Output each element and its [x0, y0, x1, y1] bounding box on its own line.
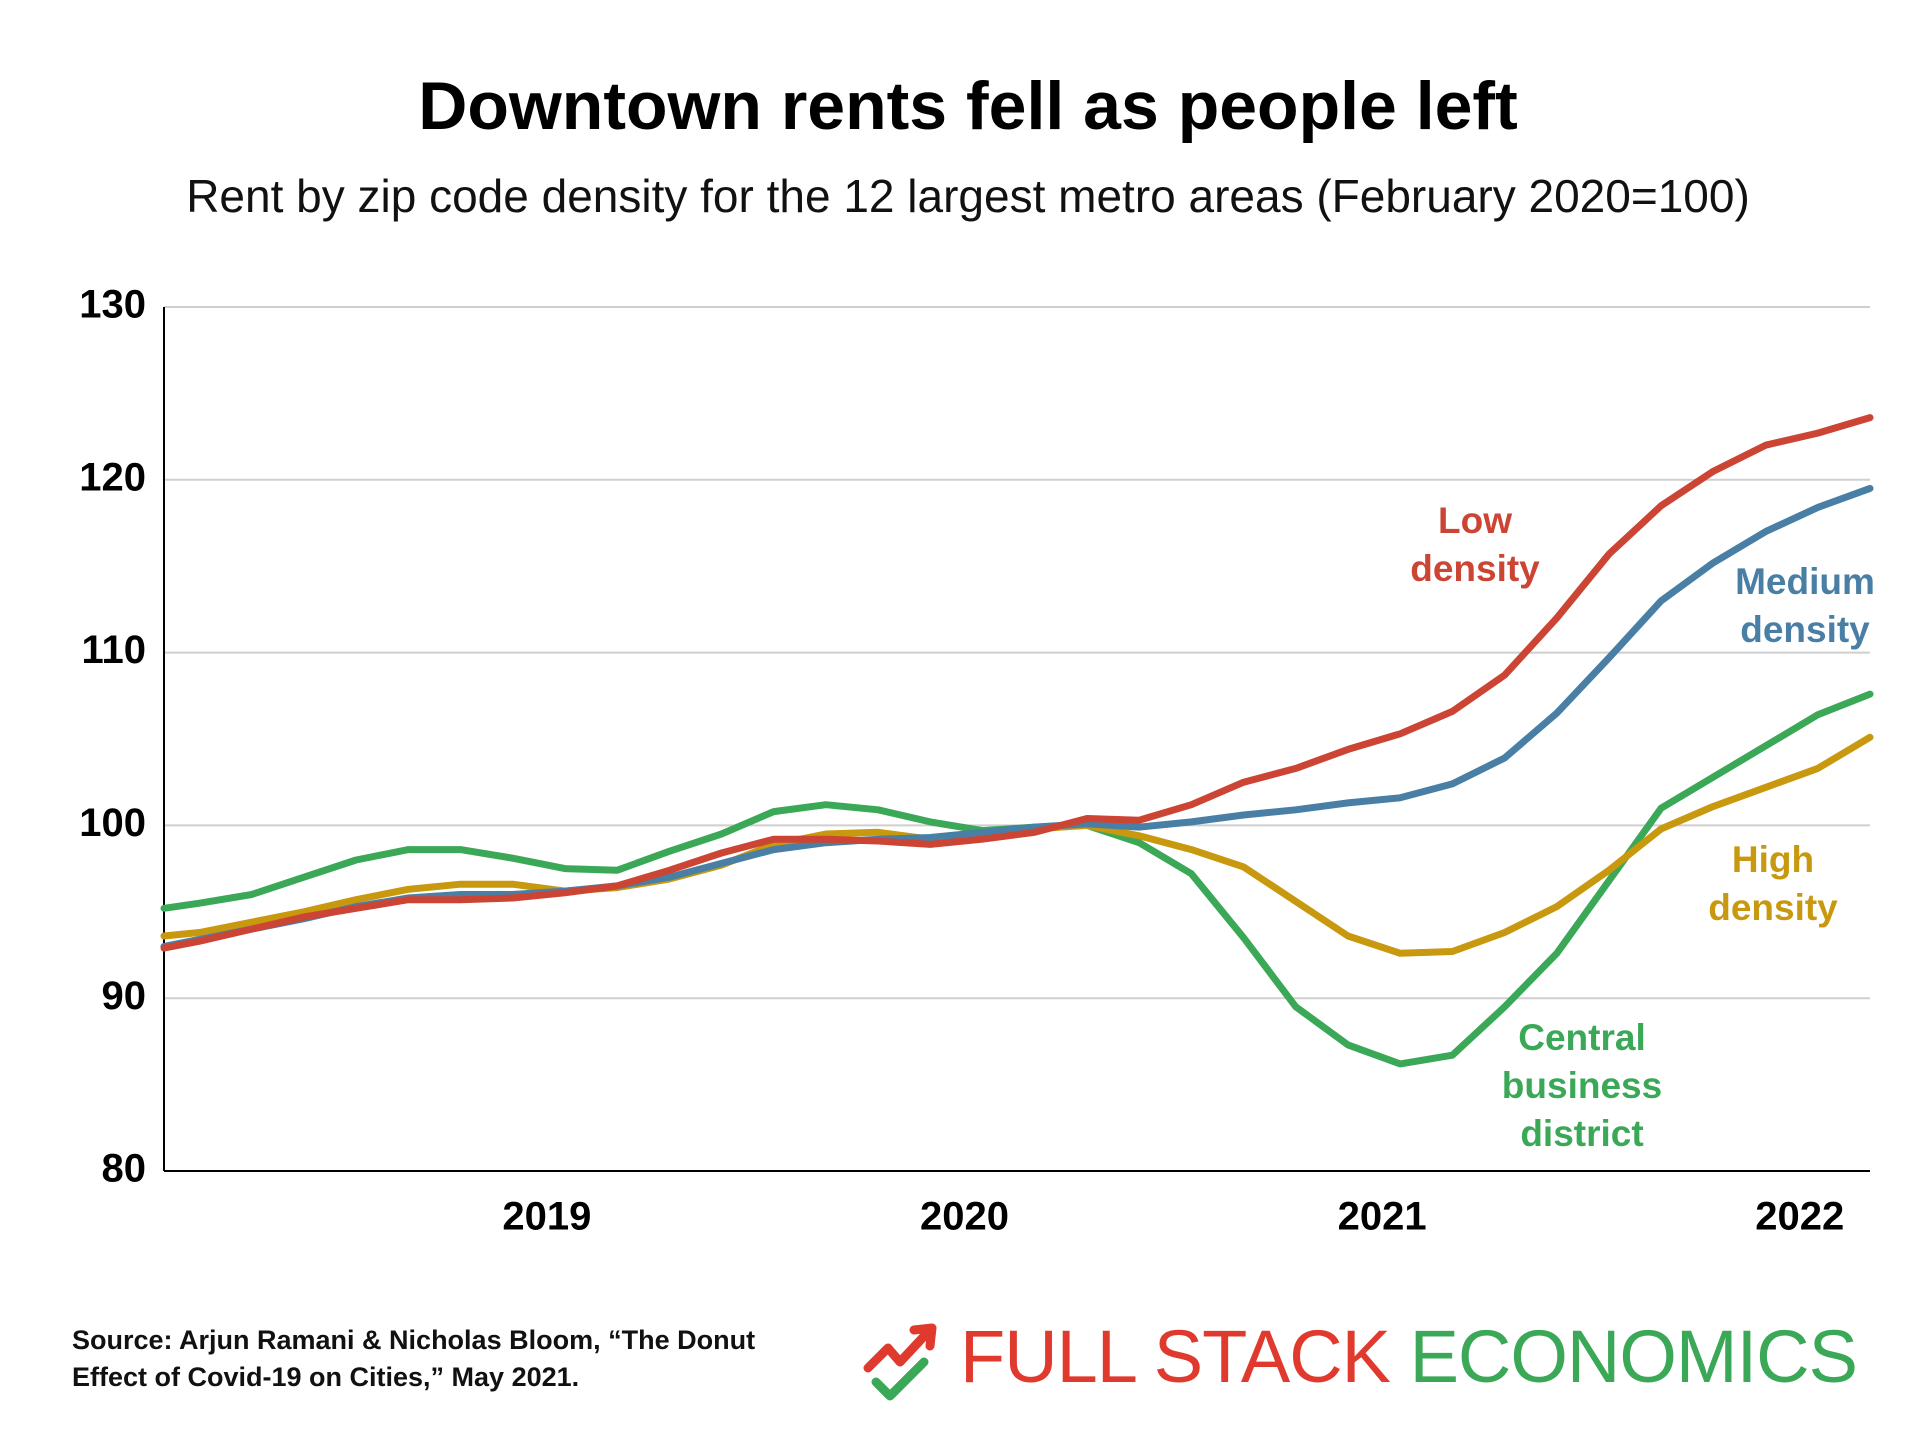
- logo-check: [871, 1357, 929, 1401]
- y-tick-label: 100: [79, 801, 146, 845]
- y-tick-label: 90: [102, 974, 147, 1018]
- series-label: High density: [1708, 839, 1838, 928]
- logo-arrow-red: [863, 1327, 933, 1373]
- y-tick-label: 110: [81, 628, 146, 672]
- x-tick-label: 2020: [920, 1195, 1009, 1239]
- line: [160, 690, 1874, 1068]
- y-tick-label: 120: [79, 455, 146, 499]
- chart-title: Downtown rents fell as people left: [418, 68, 1517, 144]
- x-tick-label: 2019: [502, 1195, 591, 1239]
- x-tick-label: 2021: [1338, 1195, 1427, 1239]
- line: [160, 414, 1874, 952]
- y-tick-label: 130: [79, 283, 146, 327]
- series-label: Low density: [1410, 500, 1540, 589]
- series-label: Central business district: [1501, 1017, 1663, 1154]
- x-tick-label: 2022: [1755, 1195, 1844, 1239]
- series-label: Medium density: [1735, 561, 1875, 650]
- logo-arrowhead: [909, 1323, 937, 1351]
- logo-icon: [863, 1323, 937, 1401]
- y-tick-label: 80: [102, 1147, 147, 1191]
- logo-text: FULL STACK: [960, 1315, 1391, 1398]
- chart-subtitle: Rent by zip code density for the 12 larg…: [186, 170, 1750, 222]
- source-note: Source: Arjun Ramani & Nicholas Bloom, “…: [72, 1325, 756, 1392]
- logo-text: ECONOMICS: [1409, 1315, 1858, 1398]
- line: [160, 733, 1874, 957]
- logo: FULL STACK ECONOMICS: [960, 1312, 1858, 1402]
